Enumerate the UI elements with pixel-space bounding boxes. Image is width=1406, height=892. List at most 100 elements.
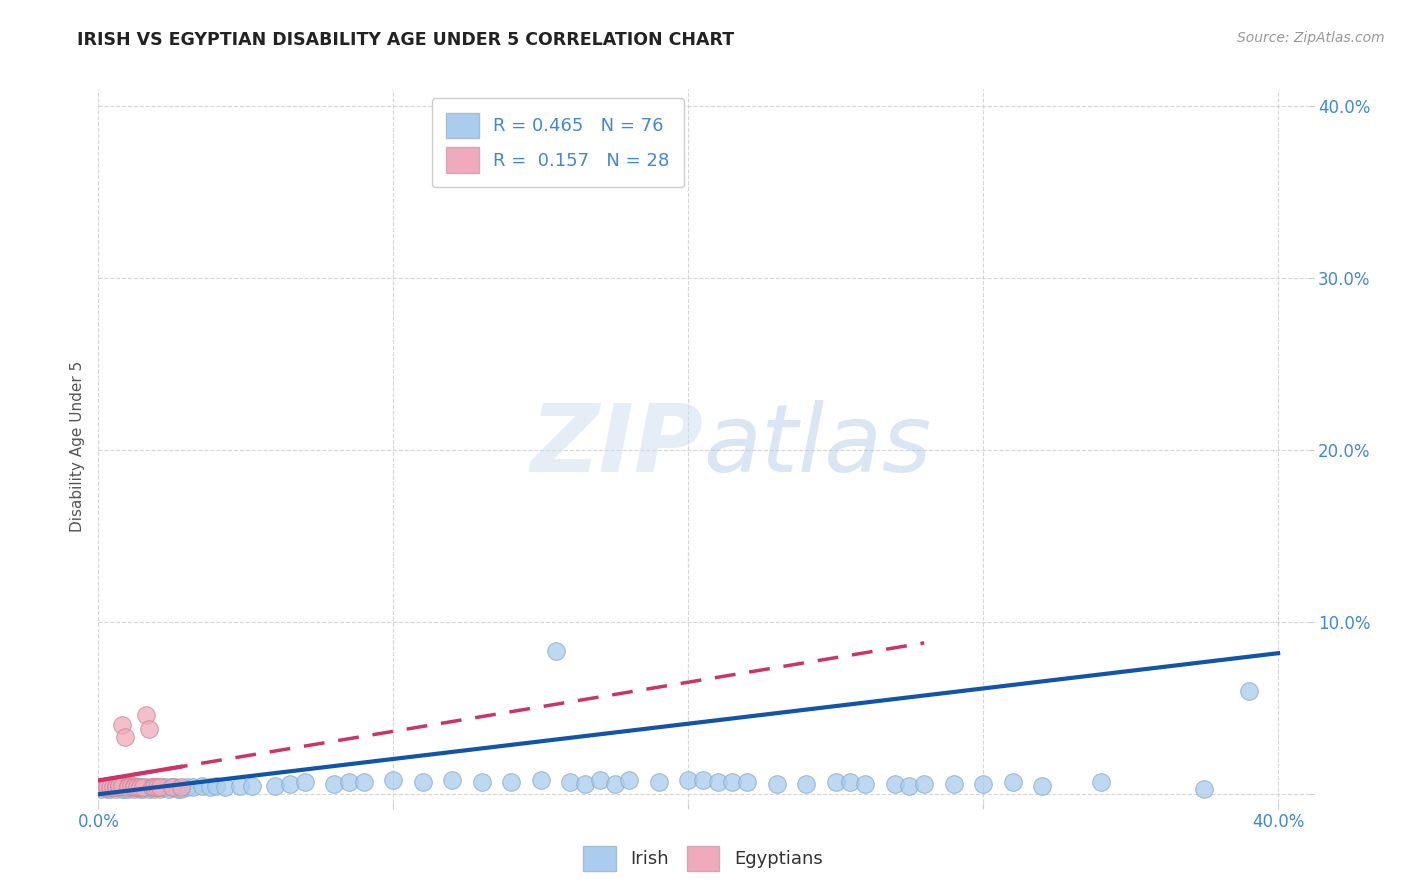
- Point: [93, 780, 115, 795]
- Point: [135, 780, 157, 795]
- Point: [353, 775, 375, 789]
- Legend: Irish, Egyptians: Irish, Egyptians: [576, 838, 830, 879]
- Point: [143, 780, 166, 795]
- Point: [155, 780, 177, 795]
- Point: [146, 780, 169, 795]
- Point: [765, 777, 787, 791]
- Point: [1031, 779, 1053, 793]
- Point: [412, 775, 434, 789]
- Point: [898, 779, 921, 793]
- Point: [441, 773, 464, 788]
- Point: [128, 782, 150, 797]
- Point: [278, 777, 301, 791]
- Point: [128, 780, 150, 795]
- Point: [125, 780, 148, 795]
- Point: [942, 777, 965, 791]
- Point: [794, 777, 817, 791]
- Point: [972, 777, 994, 791]
- Point: [200, 780, 222, 795]
- Point: [152, 780, 174, 795]
- Point: [105, 780, 128, 795]
- Point: [337, 775, 360, 789]
- Point: [111, 718, 134, 732]
- Point: [98, 782, 121, 797]
- Point: [120, 779, 142, 793]
- Point: [501, 775, 523, 789]
- Point: [603, 777, 626, 791]
- Point: [117, 779, 139, 793]
- Point: [170, 780, 193, 795]
- Point: [108, 779, 131, 793]
- Point: [101, 780, 124, 795]
- Point: [117, 780, 139, 795]
- Point: [111, 779, 134, 793]
- Point: [157, 782, 180, 797]
- Point: [108, 780, 131, 795]
- Point: [143, 782, 166, 797]
- Point: [323, 777, 346, 791]
- Text: IRISH VS EGYPTIAN DISABILITY AGE UNDER 5 CORRELATION CHART: IRISH VS EGYPTIAN DISABILITY AGE UNDER 5…: [77, 31, 734, 49]
- Point: [125, 780, 148, 795]
- Point: [735, 775, 758, 789]
- Point: [90, 782, 112, 797]
- Point: [117, 782, 139, 797]
- Point: [122, 780, 145, 795]
- Point: [135, 708, 157, 723]
- Y-axis label: Disability Age Under 5: Disability Age Under 5: [69, 360, 84, 532]
- Point: [114, 731, 136, 745]
- Point: [560, 775, 582, 789]
- Point: [141, 780, 163, 795]
- Point: [96, 782, 118, 797]
- Point: [294, 775, 316, 789]
- Point: [240, 779, 263, 793]
- Point: [101, 780, 124, 795]
- Legend: R = 0.465   N = 76, R =  0.157   N = 28: R = 0.465 N = 76, R = 0.157 N = 28: [432, 98, 683, 187]
- Point: [190, 779, 212, 793]
- Point: [648, 775, 671, 789]
- Point: [264, 779, 287, 793]
- Point: [181, 780, 204, 795]
- Point: [131, 780, 153, 795]
- Point: [678, 773, 700, 788]
- Point: [149, 782, 172, 797]
- Point: [214, 780, 236, 795]
- Point: [619, 773, 641, 788]
- Point: [1001, 775, 1024, 789]
- Point: [706, 775, 728, 789]
- Point: [544, 644, 567, 658]
- Point: [1090, 775, 1112, 789]
- Point: [114, 782, 136, 797]
- Point: [117, 780, 139, 795]
- Point: [122, 782, 145, 797]
- Point: [692, 773, 714, 788]
- Point: [589, 773, 612, 788]
- Point: [131, 782, 153, 797]
- Point: [108, 779, 131, 793]
- Point: [382, 773, 405, 788]
- Point: [853, 777, 876, 791]
- Point: [170, 782, 193, 797]
- Point: [93, 780, 115, 795]
- Point: [138, 782, 160, 797]
- Point: [176, 780, 198, 795]
- Point: [120, 780, 142, 795]
- Point: [146, 780, 169, 795]
- Point: [141, 780, 163, 795]
- Point: [229, 779, 252, 793]
- Point: [160, 780, 183, 795]
- Point: [574, 777, 596, 791]
- Point: [839, 775, 862, 789]
- Point: [1237, 684, 1260, 698]
- Point: [96, 780, 118, 795]
- Point: [912, 777, 935, 791]
- Point: [122, 779, 145, 793]
- Point: [471, 775, 494, 789]
- Text: atlas: atlas: [703, 401, 931, 491]
- Point: [138, 722, 160, 736]
- Point: [1194, 782, 1216, 797]
- Point: [205, 779, 228, 793]
- Point: [149, 780, 172, 795]
- Point: [98, 780, 121, 795]
- Point: [824, 775, 846, 789]
- Point: [883, 777, 905, 791]
